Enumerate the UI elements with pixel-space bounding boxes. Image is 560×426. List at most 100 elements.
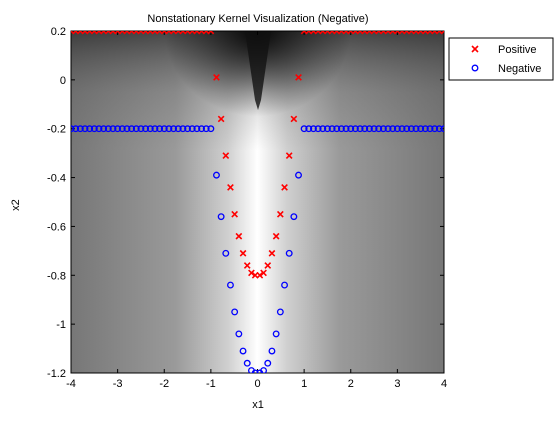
point-negative xyxy=(285,249,293,257)
chart-title: Nonstationary Kernel Visualization (Nega… xyxy=(147,13,368,25)
legend: Positive Negative xyxy=(448,37,554,81)
point-negative xyxy=(351,125,359,133)
point-negative xyxy=(260,367,268,373)
point-negative xyxy=(235,330,243,338)
y-tick-label: -0.4 xyxy=(47,173,66,185)
point-negative xyxy=(109,125,117,133)
point-negative xyxy=(193,125,201,133)
point-positive xyxy=(272,232,280,240)
point-negative xyxy=(342,125,350,133)
point-negative xyxy=(268,347,276,355)
point-negative xyxy=(333,125,341,133)
y-tick-label: -1 xyxy=(56,319,66,331)
point-negative xyxy=(156,125,164,133)
point-negative xyxy=(198,125,205,133)
data-points xyxy=(71,31,444,373)
point-negative xyxy=(431,125,439,133)
x-tick-label: 1 xyxy=(301,378,307,390)
point-positive xyxy=(248,269,255,277)
point-negative xyxy=(160,125,168,133)
legend-marker-positive xyxy=(471,45,479,53)
point-negative xyxy=(347,125,355,133)
point-negative xyxy=(202,125,210,133)
point-negative xyxy=(151,125,159,133)
point-negative xyxy=(310,125,317,133)
point-negative xyxy=(142,125,150,133)
point-positive xyxy=(281,183,288,191)
point-negative xyxy=(421,125,429,133)
point-positive xyxy=(217,115,225,123)
point-negative xyxy=(328,125,336,133)
point-negative xyxy=(239,347,247,355)
point-negative xyxy=(86,125,94,133)
point-negative xyxy=(398,125,406,133)
point-negative xyxy=(243,359,251,367)
point-negative xyxy=(132,125,140,133)
kernel-heatmap xyxy=(71,31,444,373)
point-negative xyxy=(256,369,264,373)
point-positive xyxy=(256,271,264,279)
point-positive xyxy=(260,269,267,277)
point-negative xyxy=(207,125,215,133)
point-negative xyxy=(137,125,145,133)
legend-item-positive: Positive xyxy=(471,44,537,56)
point-negative xyxy=(217,213,225,221)
point-positive xyxy=(295,74,302,81)
point-positive xyxy=(222,152,230,159)
point-negative xyxy=(403,125,411,133)
point-negative xyxy=(384,125,392,133)
point-positive xyxy=(235,232,243,240)
x-axis-label: x1 xyxy=(252,399,264,411)
legend-marker-negative xyxy=(471,64,479,72)
point-negative xyxy=(251,369,259,373)
point-positive xyxy=(276,210,284,218)
point-negative xyxy=(123,125,131,133)
point-negative xyxy=(361,125,369,133)
y-tick: -0.6 xyxy=(47,221,444,233)
point-negative xyxy=(365,125,373,133)
point-negative xyxy=(356,125,364,133)
point-negative xyxy=(95,125,103,133)
legend-item-negative: Negative xyxy=(471,63,541,75)
point-negative xyxy=(393,125,401,133)
point-negative xyxy=(426,125,434,133)
point-positive xyxy=(231,210,239,218)
point-negative xyxy=(146,125,154,133)
point-negative xyxy=(114,125,122,133)
point-negative xyxy=(128,125,136,133)
point-negative xyxy=(370,125,378,133)
point-negative xyxy=(272,330,280,338)
point-negative xyxy=(222,249,230,257)
point-negative xyxy=(118,125,126,133)
point-positive xyxy=(440,31,444,35)
point-negative xyxy=(417,125,425,133)
point-negative xyxy=(389,125,397,133)
point-negative xyxy=(174,125,182,133)
point-negative xyxy=(314,125,322,133)
y-tick-label: -1.2 xyxy=(47,368,66,380)
y-tick-label: -0.8 xyxy=(47,270,66,282)
point-negative xyxy=(300,125,308,133)
point-negative xyxy=(76,125,84,133)
point-negative xyxy=(72,125,80,133)
y-tick-label: 0 xyxy=(60,75,66,87)
point-positive xyxy=(227,183,234,191)
series-negative xyxy=(71,125,444,373)
point-negative xyxy=(412,125,420,133)
axis-ticks: -4 -3 -2 -1 0 1 2 3 4 -1.2 -1 -0.8 -0.6 -0.4 -0.2 0 0.2 xyxy=(47,26,447,390)
point-positive xyxy=(243,262,251,269)
point-negative xyxy=(71,125,75,133)
x-tick-label: -2 xyxy=(159,378,169,390)
y-tick-label: 0.2 xyxy=(51,26,66,38)
point-negative xyxy=(81,125,89,133)
x-tick-label: -3 xyxy=(113,378,123,390)
point-positive xyxy=(268,249,276,257)
point-negative xyxy=(104,125,112,133)
legend-label-positive: Positive xyxy=(498,44,537,56)
y-tick: -0.8 xyxy=(47,270,444,282)
point-negative xyxy=(407,125,415,133)
point-positive xyxy=(290,115,298,123)
point-negative xyxy=(165,125,173,133)
